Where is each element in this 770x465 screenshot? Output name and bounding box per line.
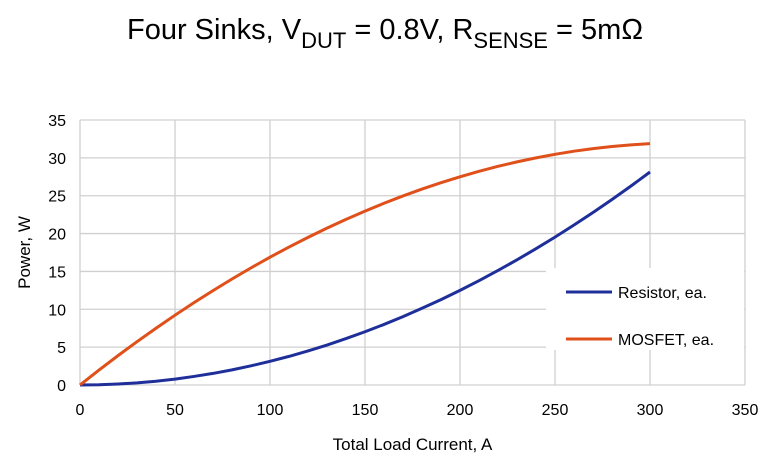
y-axis-label: Power, W xyxy=(15,216,34,289)
x-tick-label: 100 xyxy=(257,402,284,419)
title-part: Four Sinks, V xyxy=(127,14,302,46)
series-line-mosfet xyxy=(79,142,651,387)
legend-box xyxy=(546,268,744,350)
y-tick-label: 35 xyxy=(48,113,66,130)
title-part: DUT xyxy=(301,28,347,53)
y-tick-label: 15 xyxy=(48,264,66,281)
chart-title: Four Sinks, VDUT = 0.8V, RSENSE = 5mΩ xyxy=(0,14,770,54)
title-part: SENSE xyxy=(473,28,548,53)
x-tick-label: 150 xyxy=(352,402,379,419)
x-tick-label: 200 xyxy=(447,402,474,419)
x-axis-label: Total Load Current, A xyxy=(333,435,493,454)
x-tick-label: 300 xyxy=(637,402,664,419)
x-tick-label: 250 xyxy=(542,402,569,419)
legend-label: MOSFET, ea. xyxy=(618,332,714,349)
y-tick-label: 20 xyxy=(48,227,66,244)
x-tick-label: 0 xyxy=(76,402,85,419)
legend-label: Resistor, ea. xyxy=(618,285,707,302)
x-tick-label: 350 xyxy=(732,402,759,419)
y-tick-label: 10 xyxy=(48,302,66,319)
y-tick-label: 0 xyxy=(57,378,66,395)
title-part: = 5mΩ xyxy=(547,14,643,46)
y-tick-label: 5 xyxy=(57,340,66,357)
title-part: = 0.8V, R xyxy=(346,14,474,46)
x-tick-label: 50 xyxy=(166,402,184,419)
y-tick-label: 30 xyxy=(48,151,66,168)
y-tick-label: 25 xyxy=(48,189,66,206)
series-line-resistor xyxy=(79,170,651,387)
